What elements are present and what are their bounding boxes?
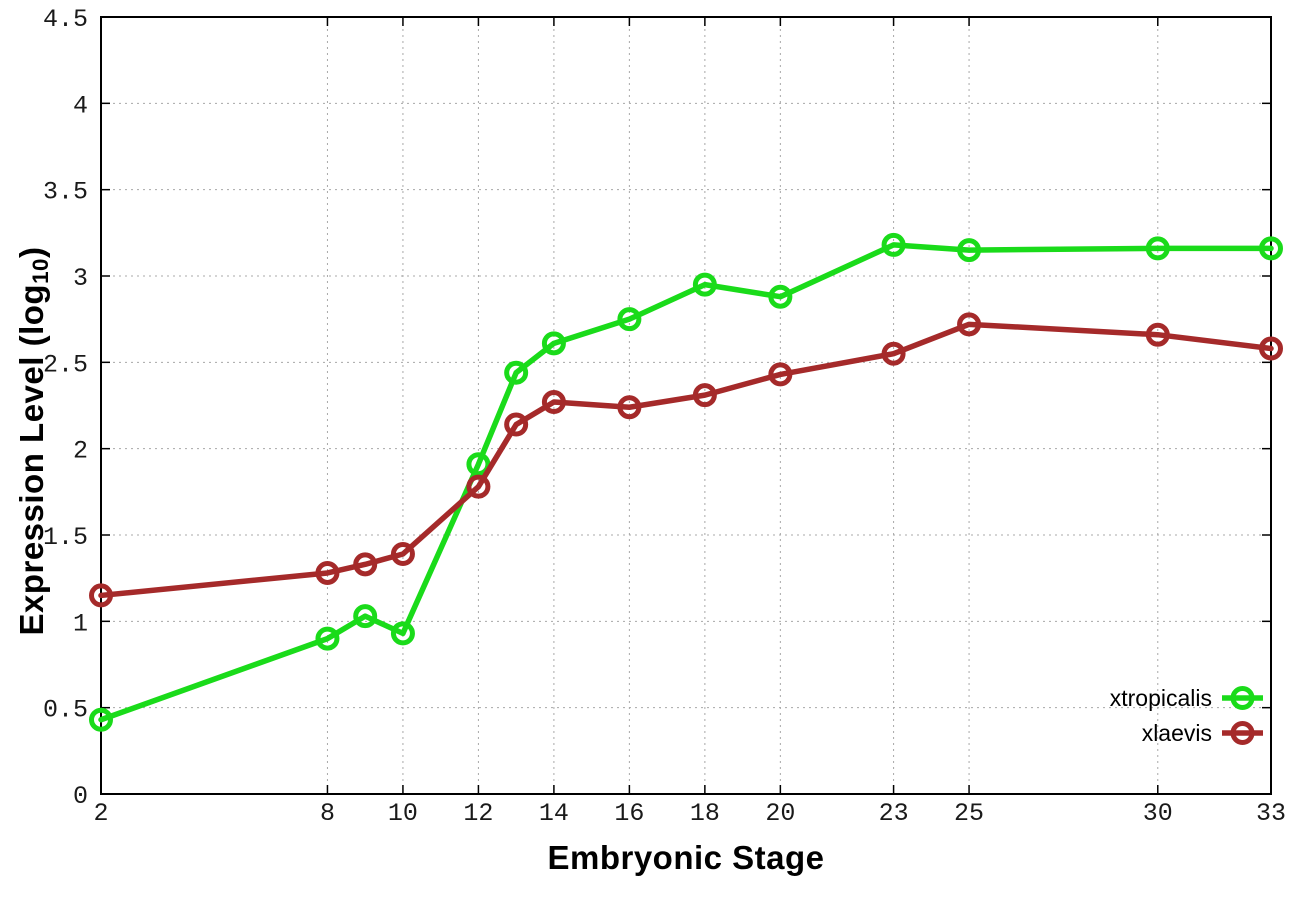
data-point-xlaevis (1259, 336, 1283, 361)
data-point-xtropicalis (957, 238, 982, 263)
data-point-xlaevis (957, 312, 982, 337)
y-tick-label: 2.5 (43, 350, 88, 379)
x-tick-labels: 2 8 10 12 14 16 18 20 23 25 30 33 (93, 799, 1286, 828)
data-point-xtropicalis (881, 232, 906, 257)
y-tick-label: 3 (73, 264, 88, 293)
data-point-xlaevis (390, 541, 415, 566)
legend-label-xlaevis: xlaevis (1142, 720, 1212, 746)
data-point-xlaevis (504, 412, 529, 437)
data-point-xlaevis (768, 362, 793, 387)
axis-ticks (100, 16, 1272, 795)
data-point-xlaevis (617, 395, 642, 420)
y-tick-label: 4.5 (43, 5, 88, 34)
series-line-xlaevis (98, 321, 1274, 599)
x-tick-label: 18 (690, 799, 720, 828)
x-tick-label: 8 (320, 799, 335, 828)
x-axis-title: Embryonic Stage (547, 839, 825, 876)
series-xlaevis (89, 312, 1283, 608)
data-point-xtropicalis (768, 284, 793, 309)
data-point-xtropicalis (541, 331, 566, 356)
data-point-xlaevis (692, 383, 717, 408)
x-tick-label: 2 (93, 799, 108, 828)
legend-item-xlaevis: xlaevis (1142, 720, 1263, 746)
data-point-xtropicalis (466, 452, 491, 477)
x-tick-label: 25 (954, 799, 984, 828)
y-tick-label: 0.5 (43, 696, 88, 725)
legend-label-xtropicalis: xtropicalis (1110, 685, 1212, 711)
y-tick-label: 0 (73, 782, 88, 811)
data-point-xtropicalis (89, 707, 113, 732)
y-axis-title-close: ) (13, 246, 50, 258)
data-point-xtropicalis (617, 307, 642, 332)
y-axis-title-subscript: 10 (27, 257, 53, 284)
legend-marker-xtropicalis (1230, 686, 1255, 710)
legend-marker-xlaevis (1230, 721, 1255, 745)
x-tick-label: 33 (1256, 799, 1286, 828)
series-line-xtropicalis (98, 242, 1274, 723)
y-tick-label: 2 (73, 437, 88, 466)
y-tick-label: 1 (73, 609, 88, 638)
series-xtropicalis (89, 232, 1283, 732)
x-tick-label: 10 (388, 799, 418, 828)
data-point-xlaevis (353, 552, 378, 577)
x-tick-label: 30 (1143, 799, 1173, 828)
legend: xtropicalis xlaevis (1110, 685, 1263, 746)
data-point-xlaevis (315, 560, 340, 585)
y-axis-title: Expression Level (log10) (13, 246, 53, 636)
y-axis-title-text: Expression Level (log (13, 283, 50, 636)
data-point-xtropicalis (504, 360, 529, 385)
data-point-xtropicalis (1259, 236, 1283, 261)
data-point-xlaevis (541, 390, 566, 415)
data-point-xlaevis (466, 474, 491, 499)
data-point-xlaevis (881, 341, 906, 366)
y-tick-label: 4 (73, 91, 88, 120)
data-point-xtropicalis (1145, 236, 1170, 261)
data-point-xlaevis (89, 583, 113, 608)
data-point-xtropicalis (692, 272, 717, 297)
x-tick-label: 16 (614, 799, 644, 828)
grid-lines (101, 17, 1271, 794)
data-point-xlaevis (1145, 322, 1170, 347)
x-tick-label: 14 (539, 799, 569, 828)
data-point-xtropicalis (353, 604, 378, 629)
legend-item-xtropicalis: xtropicalis (1110, 685, 1263, 711)
y-tick-label: 3.5 (43, 178, 88, 207)
y-tick-label: 1.5 (43, 523, 88, 552)
data-point-xtropicalis (315, 626, 340, 651)
x-tick-label: 12 (463, 799, 493, 828)
data-point-xtropicalis (390, 621, 415, 646)
plot-border (100, 16, 1272, 795)
x-tick-label: 23 (879, 799, 909, 828)
y-tick-labels: 0 0.5 1 1.5 2 2.5 3 3.5 4 4.5 (43, 5, 88, 811)
x-tick-label: 20 (765, 799, 795, 828)
